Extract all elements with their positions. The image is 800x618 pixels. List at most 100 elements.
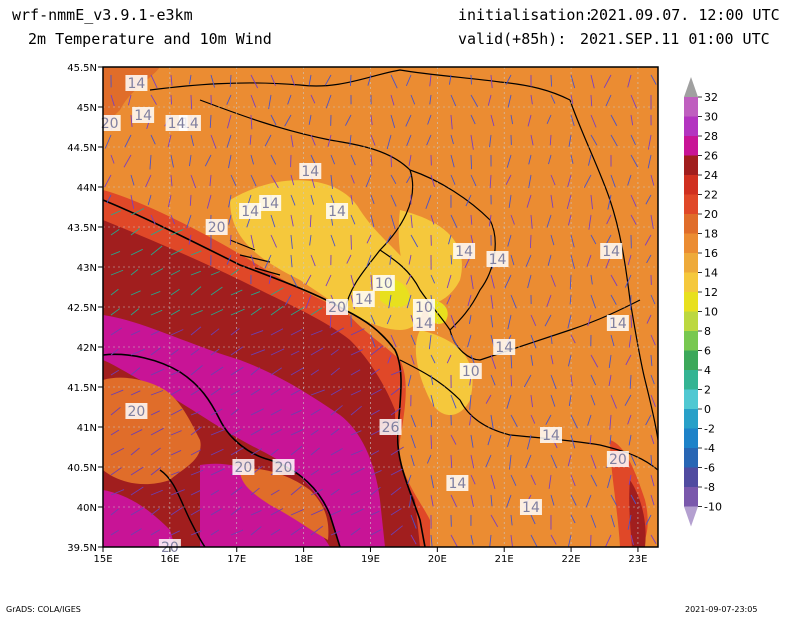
wind-barb: [230, 174, 237, 186]
wind-barb: [506, 394, 512, 409]
wind-barb: [170, 229, 184, 236]
wind-barb: [450, 214, 458, 228]
colorbar-segment: [684, 97, 698, 117]
wind-barb: [490, 314, 494, 328]
wind-barb: [410, 534, 417, 545]
wind-barb: [370, 529, 382, 536]
colorbar-label: -6: [704, 462, 715, 475]
wind-barb: [570, 74, 576, 89]
wind-barb: [170, 74, 173, 86]
temperature-field: [103, 67, 658, 547]
contour-label: 14: [495, 340, 513, 356]
wind-barb: [130, 486, 144, 496]
wind-barb: [430, 174, 435, 188]
warm-corner-nw: [103, 67, 160, 140]
wind-barb: [470, 274, 474, 290]
wind-barb: [230, 268, 240, 276]
wind-barb: [270, 154, 277, 165]
wind-barb: [350, 405, 362, 416]
wind-barb: [526, 194, 532, 208]
wind-barb: [650, 454, 653, 466]
wind-barb: [270, 348, 285, 356]
wind-barb: [470, 434, 474, 448]
wind-barb: [490, 494, 493, 507]
wind-barb: [370, 134, 376, 146]
wind-barb: [130, 114, 133, 127]
contour-label-box: [165, 115, 188, 131]
wind-barb: [410, 214, 413, 228]
wind-barb: [650, 494, 655, 506]
wind-barb: [250, 94, 257, 108]
wind-barb: [250, 448, 263, 456]
wind-barb: [546, 114, 552, 124]
wind-barb: [429, 74, 432, 87]
wind-barb: [190, 310, 203, 316]
wind-barb: [290, 508, 304, 516]
wind-barb: [249, 134, 252, 145]
wind-barb: [170, 154, 174, 168]
wind-barb: [127, 94, 132, 106]
wind-barb: [448, 234, 452, 245]
wind-barb: [284, 294, 292, 306]
wind-barb: [470, 454, 475, 469]
contour-label: 10: [375, 276, 393, 292]
wind-barb: [510, 214, 515, 225]
wind-barb: [610, 494, 617, 506]
wind-barb: [189, 74, 192, 85]
colorbar-label: 24: [704, 169, 718, 182]
wind-barb: [170, 329, 184, 336]
contour-label: 14: [134, 108, 152, 124]
wind-barb: [188, 234, 192, 245]
wind-barb: [250, 367, 261, 376]
wind-barb: [430, 394, 435, 407]
contour-label-box: [459, 363, 482, 379]
wind-barb: [510, 474, 517, 486]
wind-barb: [290, 485, 302, 496]
colorbar-label: 32: [704, 91, 718, 104]
wind-barb: [189, 194, 192, 206]
wind-barb: [150, 268, 164, 276]
wind-barb: [390, 74, 398, 89]
wind-barb: [310, 94, 316, 104]
contour-label-box: [259, 195, 282, 211]
wind-barb: [427, 114, 432, 125]
wind-barb: [610, 134, 618, 147]
contour-label-box: [412, 299, 435, 315]
lon-tick-label: 17E: [227, 554, 246, 565]
wind-barb: [170, 214, 176, 225]
contour-label-box: [326, 203, 349, 219]
wind-barb: [130, 248, 143, 256]
wind-barb: [290, 445, 303, 456]
wind-barb: [567, 454, 572, 467]
wind-barb: [150, 427, 164, 436]
wind-barb: [469, 394, 472, 410]
wind-barb: [230, 389, 240, 396]
colorbar-bottom-arrow: [684, 506, 698, 527]
wind-barb: [209, 114, 212, 128]
colorbar-segment: [684, 155, 698, 175]
contour-label: 10: [462, 364, 480, 380]
wind-barb: [270, 388, 281, 396]
wind-barb: [430, 414, 433, 428]
wind-barb: [305, 294, 312, 309]
wind-barb: [228, 194, 232, 208]
wind-barb: [290, 274, 298, 287]
wind-barb: [548, 474, 552, 489]
colorbar-segment: [684, 331, 698, 351]
wind-barb: [485, 454, 492, 468]
contour-label-box: [352, 291, 375, 307]
contour-label: 10: [415, 300, 433, 316]
wind-barb: [550, 94, 556, 104]
colorbar-segment: [684, 292, 698, 312]
wind-barb: [490, 374, 496, 386]
wind-barb: [485, 394, 492, 404]
wind-barb: [310, 447, 320, 456]
lat-tick-label: 42N: [77, 343, 97, 354]
wind-barb: [570, 334, 576, 344]
wind-barb: [350, 527, 361, 536]
wind-barb: [110, 210, 121, 216]
wind-barb: [570, 94, 574, 105]
wind-barb: [410, 354, 415, 365]
wind-barb: [270, 305, 284, 316]
contour-label: 20: [609, 452, 627, 468]
